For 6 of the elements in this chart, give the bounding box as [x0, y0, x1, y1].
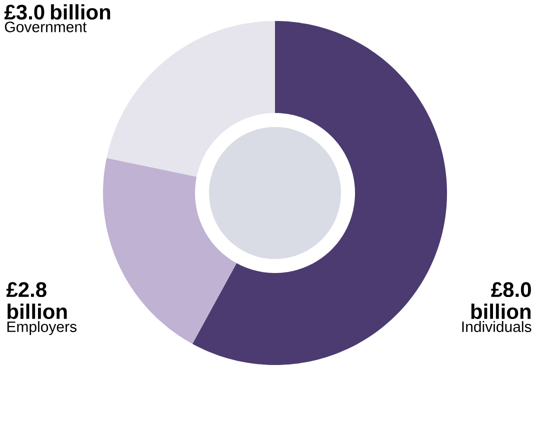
slice-label: Government: [4, 22, 87, 32]
data-label: £8.0 billion: [471, 282, 531, 320]
slice-label: Individuals: [462, 321, 532, 332]
data-label: £2.8 billion: [6, 282, 67, 320]
data-label: £3.0 billion: [4, 4, 110, 20]
slice-label: Employers: [7, 321, 76, 336]
